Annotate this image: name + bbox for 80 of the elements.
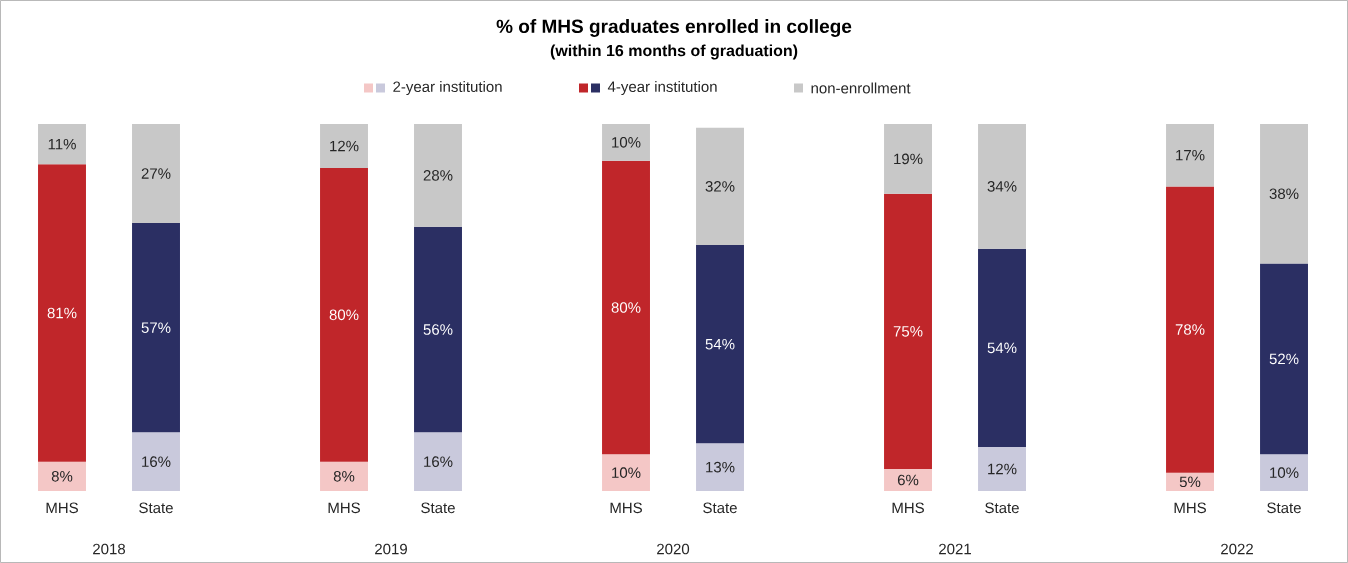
x-tick-label: State xyxy=(985,502,1019,514)
bar xyxy=(602,160,650,455)
data-label: 28% xyxy=(423,170,453,181)
legend-label: 4-year institution xyxy=(607,81,717,95)
bar xyxy=(38,164,86,462)
legend-label: non-enrollment xyxy=(811,82,911,94)
data-label: 52% xyxy=(1269,353,1299,365)
data-label: 56% xyxy=(423,324,453,335)
data-label: 57% xyxy=(141,322,171,333)
bar xyxy=(1260,263,1308,455)
bar xyxy=(132,432,180,491)
bar xyxy=(414,226,462,433)
data-label: 6% xyxy=(897,474,919,486)
bar xyxy=(1166,472,1214,491)
text: 2019 xyxy=(375,543,407,555)
bar xyxy=(884,468,932,491)
text: 2022 xyxy=(1221,543,1253,555)
data-label: 17% xyxy=(1176,149,1205,161)
data-label: 19% xyxy=(894,153,923,165)
x-tick-label: MHS xyxy=(610,502,642,514)
data-label: 8% xyxy=(333,471,355,482)
data-label: 34% xyxy=(987,181,1017,192)
bar xyxy=(414,432,462,491)
x-tick-label: State xyxy=(703,502,737,514)
legend-label: 2-year institution xyxy=(393,81,502,95)
x-tick-label: MHS xyxy=(328,502,360,514)
data-label: 10% xyxy=(612,137,641,148)
bar xyxy=(602,124,650,161)
chart-subtitle: (within 16 months of graduation) xyxy=(550,44,798,60)
data-label: 80% xyxy=(611,302,641,313)
bar xyxy=(696,245,744,444)
data-label: 75% xyxy=(893,326,923,337)
data-label: 38% xyxy=(1269,188,1299,200)
data-label: 13% xyxy=(706,461,735,473)
bar xyxy=(978,124,1026,249)
bar xyxy=(884,124,932,194)
bar xyxy=(38,124,86,165)
bar xyxy=(1260,124,1308,264)
data-label: 5% xyxy=(1179,476,1201,488)
x-tick-label: State xyxy=(421,502,455,514)
bar xyxy=(1260,454,1308,491)
bar xyxy=(602,454,650,491)
text: 2018 xyxy=(93,543,126,555)
bar xyxy=(320,124,368,169)
data-label: 27% xyxy=(141,168,171,179)
x-tick-label: MHS xyxy=(1174,502,1206,514)
data-label: 54% xyxy=(987,342,1017,354)
bar xyxy=(978,446,1026,491)
x-tick-label: MHS xyxy=(46,502,78,514)
chart-title: % of MHS graduates enrolled in college xyxy=(496,19,852,37)
data-label: 12% xyxy=(330,140,359,152)
bar xyxy=(696,127,744,246)
bar xyxy=(884,193,932,469)
bar xyxy=(414,124,462,227)
data-label: 11% xyxy=(48,138,76,150)
data-label: 8% xyxy=(51,471,73,482)
data-label: 78% xyxy=(1175,324,1205,335)
bar xyxy=(1166,124,1214,187)
data-label: 32% xyxy=(705,181,735,192)
data-label: 16% xyxy=(424,456,453,467)
bar xyxy=(38,461,86,491)
data-label: 10% xyxy=(612,467,641,478)
data-label: 16% xyxy=(142,456,171,467)
bar xyxy=(320,461,368,491)
text: 2020 xyxy=(657,543,690,555)
bar xyxy=(1166,186,1214,473)
bar xyxy=(320,168,368,462)
x-tick-label: State xyxy=(1267,502,1301,514)
bar xyxy=(132,223,180,433)
data-label: 81% xyxy=(47,307,77,319)
bar xyxy=(696,443,744,491)
text: 2021 xyxy=(939,543,971,555)
data-label: 80% xyxy=(329,309,359,321)
data-label: 12% xyxy=(988,463,1017,475)
bar xyxy=(978,248,1026,447)
x-tick-label: State xyxy=(139,502,173,514)
data-label: 54% xyxy=(705,338,735,350)
data-label: 10% xyxy=(1270,467,1299,478)
bar xyxy=(132,124,180,224)
x-tick-label: MHS xyxy=(892,502,924,514)
